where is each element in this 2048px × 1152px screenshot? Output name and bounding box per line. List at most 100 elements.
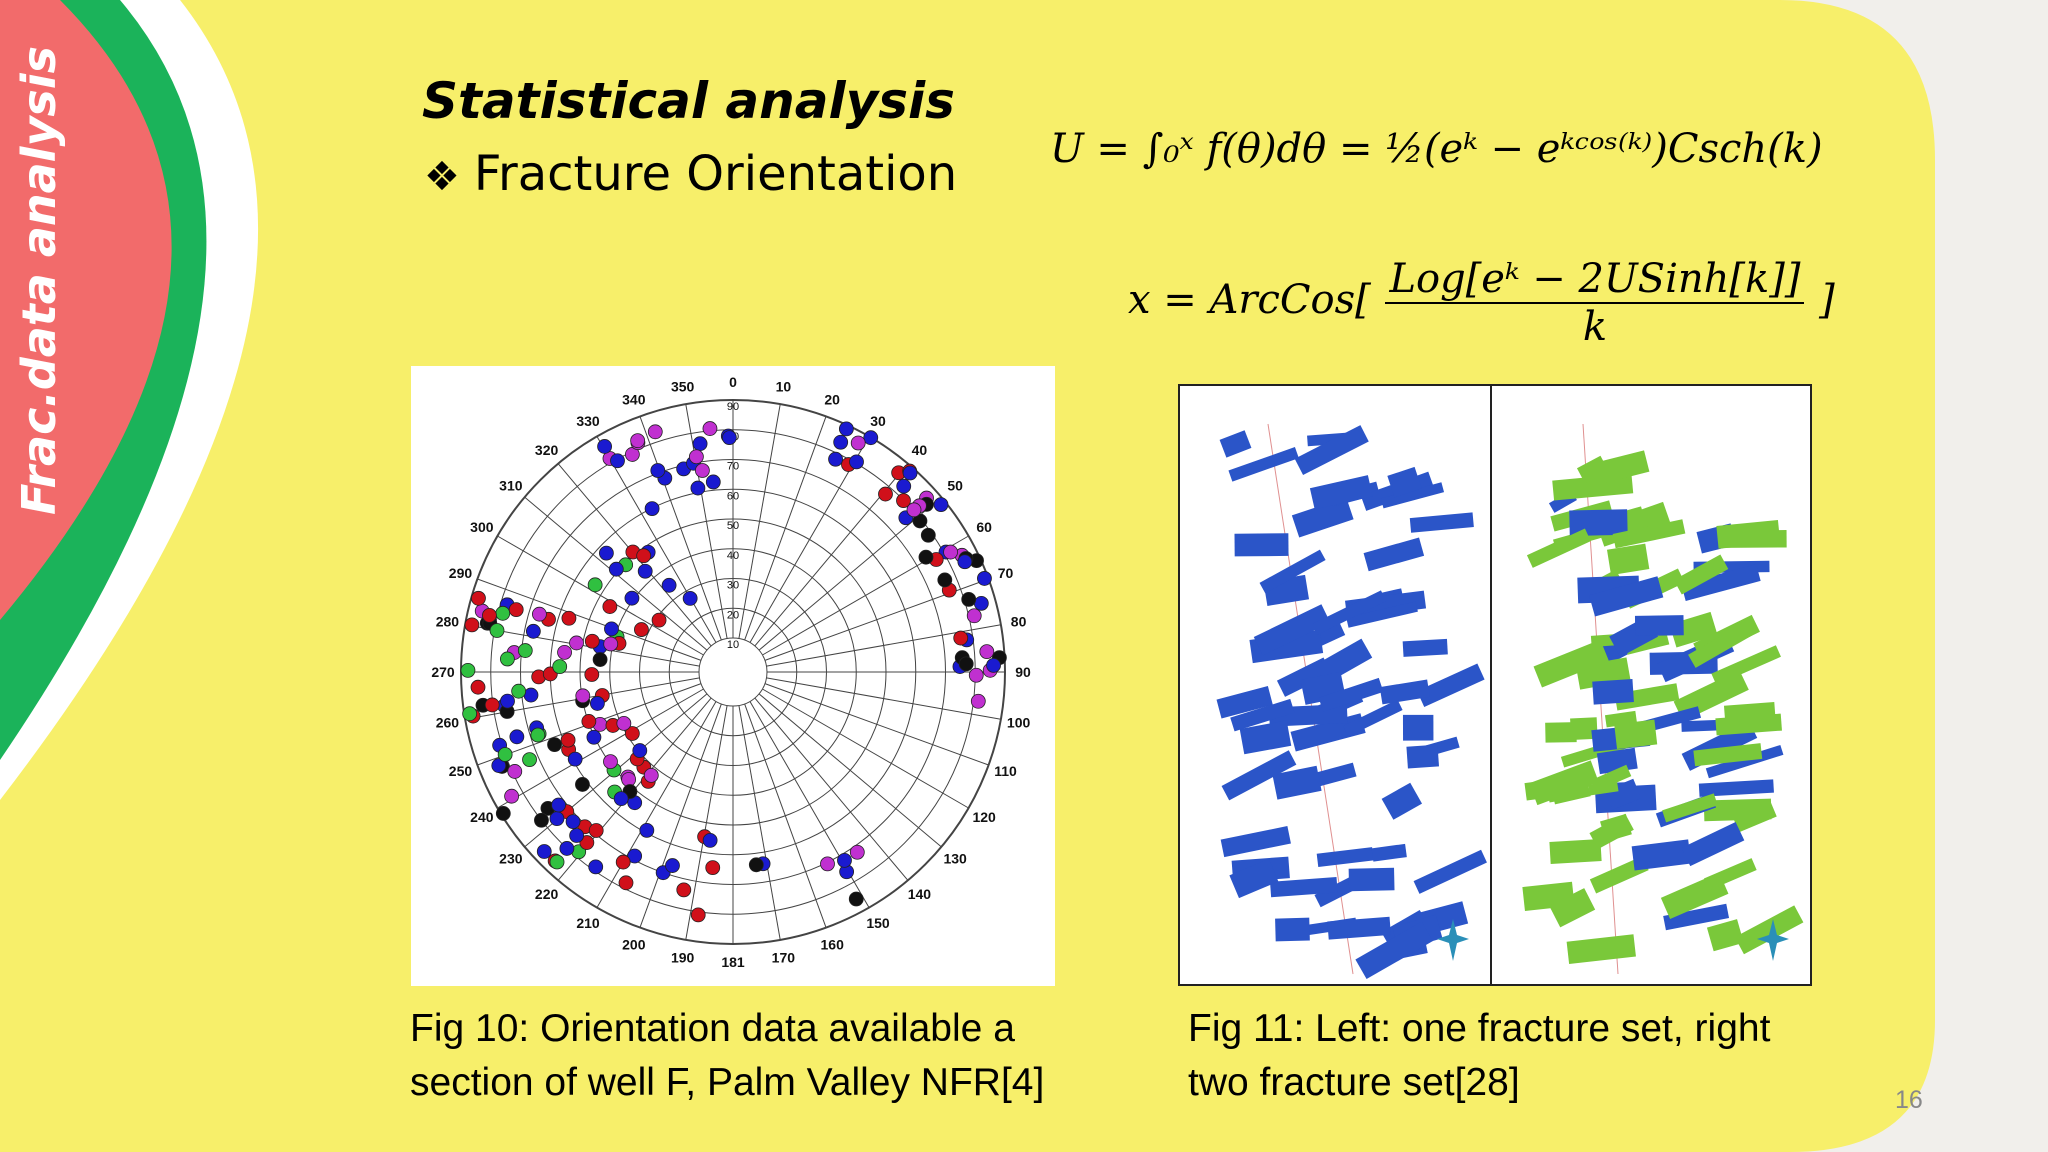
orientation-point [586, 729, 602, 745]
orientation-point [497, 747, 513, 762]
azimuth-tick-label: 30 [870, 413, 886, 429]
stereonet-spoke [497, 535, 704, 656]
orientation-point [608, 561, 624, 577]
dip-tick-label: 10 [727, 639, 739, 651]
azimuth-tick-label: 200 [622, 937, 646, 953]
orientation-point [561, 610, 577, 626]
orientation-point [863, 430, 879, 446]
fracture-plane [1552, 785, 1591, 805]
orientation-point [850, 435, 866, 451]
fracture-plane [1380, 482, 1445, 509]
fracture-plane [1316, 847, 1374, 868]
fracture-plane [1309, 475, 1373, 510]
orientation-point [920, 527, 936, 543]
fracture-plane [1703, 858, 1757, 891]
dip-tick-label: 60 [727, 490, 739, 502]
stereonet-spoke [744, 703, 827, 928]
fig10-caption-line2: section of well F, Palm Valley NFR[4] [410, 1061, 1045, 1104]
orientation-point [838, 421, 854, 437]
orientation-point [500, 651, 515, 667]
orientation-point [517, 643, 533, 658]
azimuth-tick-label: 80 [1011, 614, 1027, 630]
orientation-point [688, 449, 704, 465]
stereonet-spoke [596, 436, 717, 643]
azimuth-tick-label: 120 [972, 809, 996, 825]
azimuth-tick-label: 310 [499, 478, 523, 494]
fracture-plane [1681, 564, 1761, 602]
stereonet-figure: 0 10 20 30 40 50 60 70 80 90 100 110 120 130 140 150 160… [411, 366, 1055, 986]
fracture-plane [1725, 530, 1787, 548]
dip-tick-label: 70 [727, 461, 739, 473]
stereonet-spoke [762, 688, 969, 809]
fracture-plane [1663, 903, 1730, 931]
fracture-plane [1327, 916, 1391, 940]
dip-tick-label: 50 [727, 520, 739, 532]
eq2-prefix: x = ArcCos[ [1128, 277, 1371, 323]
orientation-point [651, 612, 667, 628]
orientation-point [500, 693, 515, 709]
orientation-point [953, 630, 969, 646]
orientation-point [552, 659, 568, 674]
stereonet-spoke [754, 697, 909, 881]
fracture-plane [1387, 466, 1422, 498]
fracture-plane [1592, 679, 1634, 705]
orientation-point [536, 844, 552, 859]
orientation-point [551, 797, 566, 813]
fracture-plane [1259, 549, 1326, 594]
orientation-point [694, 463, 710, 478]
orientation-point [489, 623, 505, 638]
stereonet-spoke [764, 683, 989, 766]
fracture-plane [1673, 554, 1729, 595]
fracture-plane [1705, 744, 1784, 779]
orientation-point [632, 743, 648, 758]
azimuth-tick-label: 140 [908, 886, 932, 902]
fig11-caption-line2: two fracture set[28] [1188, 1061, 1520, 1104]
fracture-plane [1348, 867, 1395, 892]
fracture-plane [1402, 714, 1434, 741]
fracture-plane [1734, 905, 1804, 955]
azimuth-tick-label: 70 [998, 565, 1014, 581]
fracture-plane [1253, 604, 1331, 656]
azimuth-tick-label: 210 [576, 915, 600, 931]
azimuth-tick-label: 190 [671, 950, 695, 966]
orientation-point [902, 465, 918, 481]
orientation-point [690, 907, 706, 923]
fracture-plane [1315, 762, 1357, 787]
azimuth-tick-label: 170 [772, 950, 796, 966]
fig11-caption-line1: Fig 11: Left: one fracture set, right [1188, 1007, 1771, 1050]
fracture-plane [1363, 537, 1425, 572]
orientation-point [549, 811, 565, 827]
fracture-plane [1600, 813, 1632, 842]
orientation-point [966, 608, 982, 624]
orientation-point [584, 667, 600, 682]
orientation-point [560, 732, 576, 748]
orientation-point [643, 767, 659, 783]
fracture-plane [1228, 447, 1299, 482]
orientation-point [624, 726, 640, 741]
orientation-point [471, 590, 486, 606]
fracture-plane [1545, 722, 1577, 743]
orientation-point [495, 605, 511, 621]
azimuth-tick-label: 60 [976, 519, 992, 535]
orientation-point [604, 621, 619, 637]
orientation-point [504, 788, 520, 804]
fracture-plane [1343, 699, 1403, 737]
orientation-point [589, 696, 605, 711]
orientation-point [973, 595, 989, 611]
side-label: Frac.data analysis [12, 46, 66, 515]
orientation-point [721, 430, 737, 446]
orientation-point [878, 486, 893, 502]
orientation-point [665, 858, 680, 873]
orientation-point [637, 563, 653, 579]
orientation-point [584, 633, 600, 649]
fracture-plane [1688, 622, 1753, 668]
orientation-point [460, 662, 476, 678]
orientation-point [933, 497, 949, 513]
north-arrow-icon [1757, 919, 1789, 961]
orientation-point [702, 833, 718, 848]
orientation-point [918, 549, 934, 565]
orientation-point [567, 751, 583, 767]
orientation-point [464, 617, 480, 633]
orientation-point [530, 727, 546, 743]
orientation-point [598, 545, 614, 561]
